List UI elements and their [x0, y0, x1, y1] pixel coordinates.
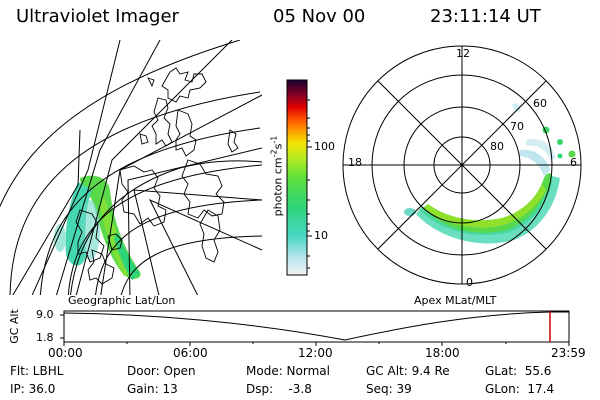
mlat-label-80: 80 — [490, 140, 504, 153]
status-seq: Seq: 39 — [366, 382, 412, 396]
altitude-plot — [60, 310, 570, 346]
geo-coastlines — [75, 67, 239, 285]
colorbar-unit-sup1: -2 — [269, 149, 279, 158]
instrument-title: Ultraviolet Imager — [16, 6, 179, 27]
polar-diagonal-2 — [377, 80, 547, 250]
colorbar-unit-mid: s — [271, 143, 285, 150]
altitude-xtick-0000: 00:00 — [48, 346, 83, 360]
polar-aurora — [404, 103, 576, 244]
altitude-ticks — [60, 314, 570, 346]
colorbar-unit-text: photon cm — [271, 157, 285, 217]
colorbar — [286, 79, 312, 276]
date-label: 05 Nov 00 — [273, 6, 366, 27]
status-ip: IP: 36.0 — [10, 382, 56, 396]
altitude-xtick-0600: 06:00 — [173, 346, 208, 360]
altitude-ytick-9: 9.0 — [36, 308, 54, 321]
colorbar-ticks — [307, 99, 312, 269]
altitude-xtick-1200: 12:00 — [298, 346, 333, 360]
time-label: 23:11:14 UT — [430, 6, 541, 27]
altitude-curve — [63, 311, 569, 341]
geo-meridians — [12, 40, 262, 295]
altitude-xtick-2359: 23:59 — [551, 346, 586, 360]
mlt-label-0: 0 — [466, 276, 473, 289]
status-gain: Gain: 13 — [127, 382, 178, 396]
polar-panel-label: Apex MLat/MLT — [414, 294, 497, 307]
colorbar-gradient — [286, 79, 308, 276]
colorbar-unit-label: photon cm-2s-1 — [270, 136, 285, 217]
status-mode: Mode: Normal — [246, 364, 330, 378]
altitude-xtick-1800: 18:00 — [425, 346, 460, 360]
mlt-label-6: 6 — [570, 156, 577, 169]
altitude-ytick-1-8: 1.8 — [36, 331, 54, 344]
geographic-panel-label: Geographic Lat/Lon — [68, 294, 176, 307]
mlat-label-70: 70 — [510, 120, 524, 133]
status-filter: Flt: LBHL — [10, 364, 64, 378]
status-glon: GLon: 17.4 — [485, 382, 555, 396]
mlt-label-12: 12 — [456, 47, 470, 60]
status-dsp: Dsp: -3.8 — [246, 382, 312, 396]
status-glat: GLat: 55.6 — [485, 364, 552, 378]
altitude-axis-label: GC Alt — [7, 309, 21, 344]
colorbar-tick-10: 10 — [314, 229, 328, 242]
geographic-map — [0, 40, 262, 295]
polar-plot — [342, 45, 582, 285]
mlat-label-60: 60 — [533, 97, 547, 110]
mlt-label-18: 18 — [348, 156, 362, 169]
colorbar-unit-sup2: -1 — [269, 135, 279, 144]
colorbar-tick-100: 100 — [314, 140, 335, 153]
geo-aurora — [54, 175, 141, 280]
status-door: Door: Open — [127, 364, 196, 378]
polar-grid — [342, 45, 582, 285]
status-gc-altitude: GC Alt: 9.4 Re — [366, 364, 450, 378]
